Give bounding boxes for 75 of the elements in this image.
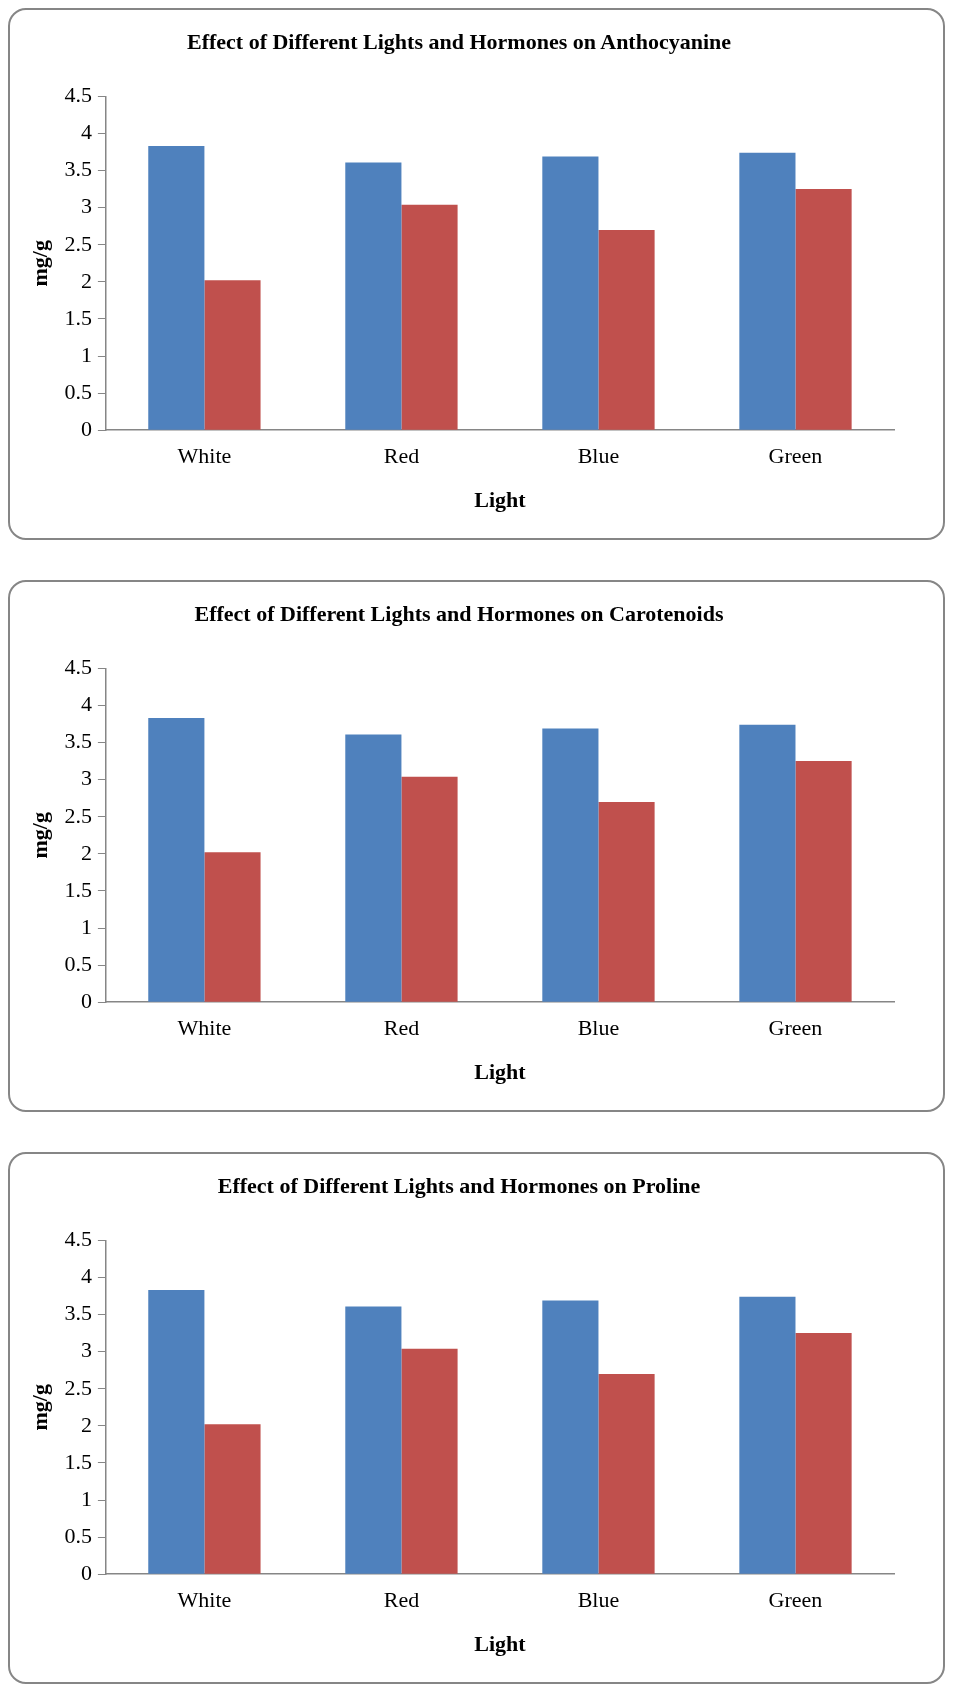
bar: [739, 724, 796, 1002]
x-tick-label: Green: [768, 443, 823, 469]
chart-title: Effect of Different Lights and Hormones on Proline: [217, 1172, 701, 1198]
y-tick-label: 2: [80, 839, 92, 865]
bar: [345, 162, 402, 430]
x-tick-label: White: [177, 443, 232, 469]
y-tick-label: 4: [80, 119, 92, 145]
bar: [345, 734, 402, 1002]
bar: [542, 728, 599, 1002]
bar: [795, 1333, 852, 1574]
y-tick-label: 4.5: [64, 654, 92, 680]
y-tick-label: 2.5: [64, 1374, 92, 1400]
bar: [739, 152, 796, 430]
y-tick-label: 1.5: [64, 1448, 92, 1474]
x-axis-title: Light: [474, 1059, 527, 1085]
x-tick-label: Blue: [577, 1015, 620, 1041]
bar: [598, 229, 655, 430]
y-tick-label: 1: [80, 341, 92, 367]
y-tick-label: 1: [80, 1485, 92, 1511]
bar: [204, 280, 261, 430]
x-tick-label: Green: [768, 1587, 823, 1613]
x-tick-label: Blue: [577, 443, 620, 469]
bar: [795, 189, 852, 430]
y-tick-label: 3.5: [64, 156, 92, 182]
y-tick-label: 0: [80, 987, 92, 1013]
bar: [148, 718, 205, 1002]
x-tick-label: Red: [383, 1587, 420, 1613]
y-tick-label: 4: [80, 1263, 92, 1289]
y-tick-label: 2.5: [64, 802, 92, 828]
bar: [598, 1373, 655, 1574]
bar: [345, 1306, 402, 1574]
bar: [542, 1300, 599, 1574]
bar: [148, 146, 205, 430]
y-tick-label: 1.5: [64, 304, 92, 330]
bar: [401, 1348, 458, 1574]
y-tick-label: 0: [80, 1559, 92, 1585]
x-tick-label: Red: [383, 1015, 420, 1041]
y-axis-title: mg/g: [26, 1384, 52, 1431]
y-tick-label: 4.5: [64, 82, 92, 108]
y-tick-label: 3.5: [64, 728, 92, 754]
y-tick-label: 1.5: [64, 876, 92, 902]
y-axis-title: mg/g: [26, 812, 52, 859]
chart-title: Effect of Different Lights and Hormones on Carotenoids: [194, 600, 724, 626]
x-tick-label: Red: [383, 443, 420, 469]
y-tick-label: 2.5: [64, 230, 92, 256]
y-tick-label: 0: [80, 415, 92, 441]
y-tick-label: 3: [80, 1337, 92, 1363]
y-tick-label: 2: [80, 1411, 92, 1437]
bar: [204, 852, 261, 1002]
x-axis-title: Light: [474, 1631, 527, 1657]
y-tick-label: 4: [80, 691, 92, 717]
y-tick-label: 3.5: [64, 1300, 92, 1326]
bar: [542, 156, 599, 430]
x-tick-label: Green: [768, 1015, 823, 1041]
y-tick-label: 3: [80, 193, 92, 219]
y-tick-label: 2: [80, 267, 92, 293]
y-tick-label: 1: [80, 913, 92, 939]
x-axis-title: Light: [474, 487, 527, 513]
y-tick-label: 3: [80, 765, 92, 791]
y-tick-label: 0.5: [64, 378, 92, 404]
y-tick-label: 4.5: [64, 1226, 92, 1252]
bar: [795, 761, 852, 1002]
bar: [401, 204, 458, 430]
y-tick-label: 0.5: [64, 950, 92, 976]
x-tick-label: Blue: [577, 1587, 620, 1613]
x-tick-label: White: [177, 1015, 232, 1041]
bar: [401, 776, 458, 1002]
bar: [598, 801, 655, 1002]
y-axis-title: mg/g: [26, 240, 52, 287]
x-tick-label: White: [177, 1587, 232, 1613]
bar: [739, 1296, 796, 1574]
bar: [148, 1290, 205, 1574]
chart-title: Effect of Different Lights and Hormones on Anthocyanine: [186, 28, 732, 54]
bar: [204, 1424, 261, 1574]
y-tick-label: 0.5: [64, 1522, 92, 1548]
